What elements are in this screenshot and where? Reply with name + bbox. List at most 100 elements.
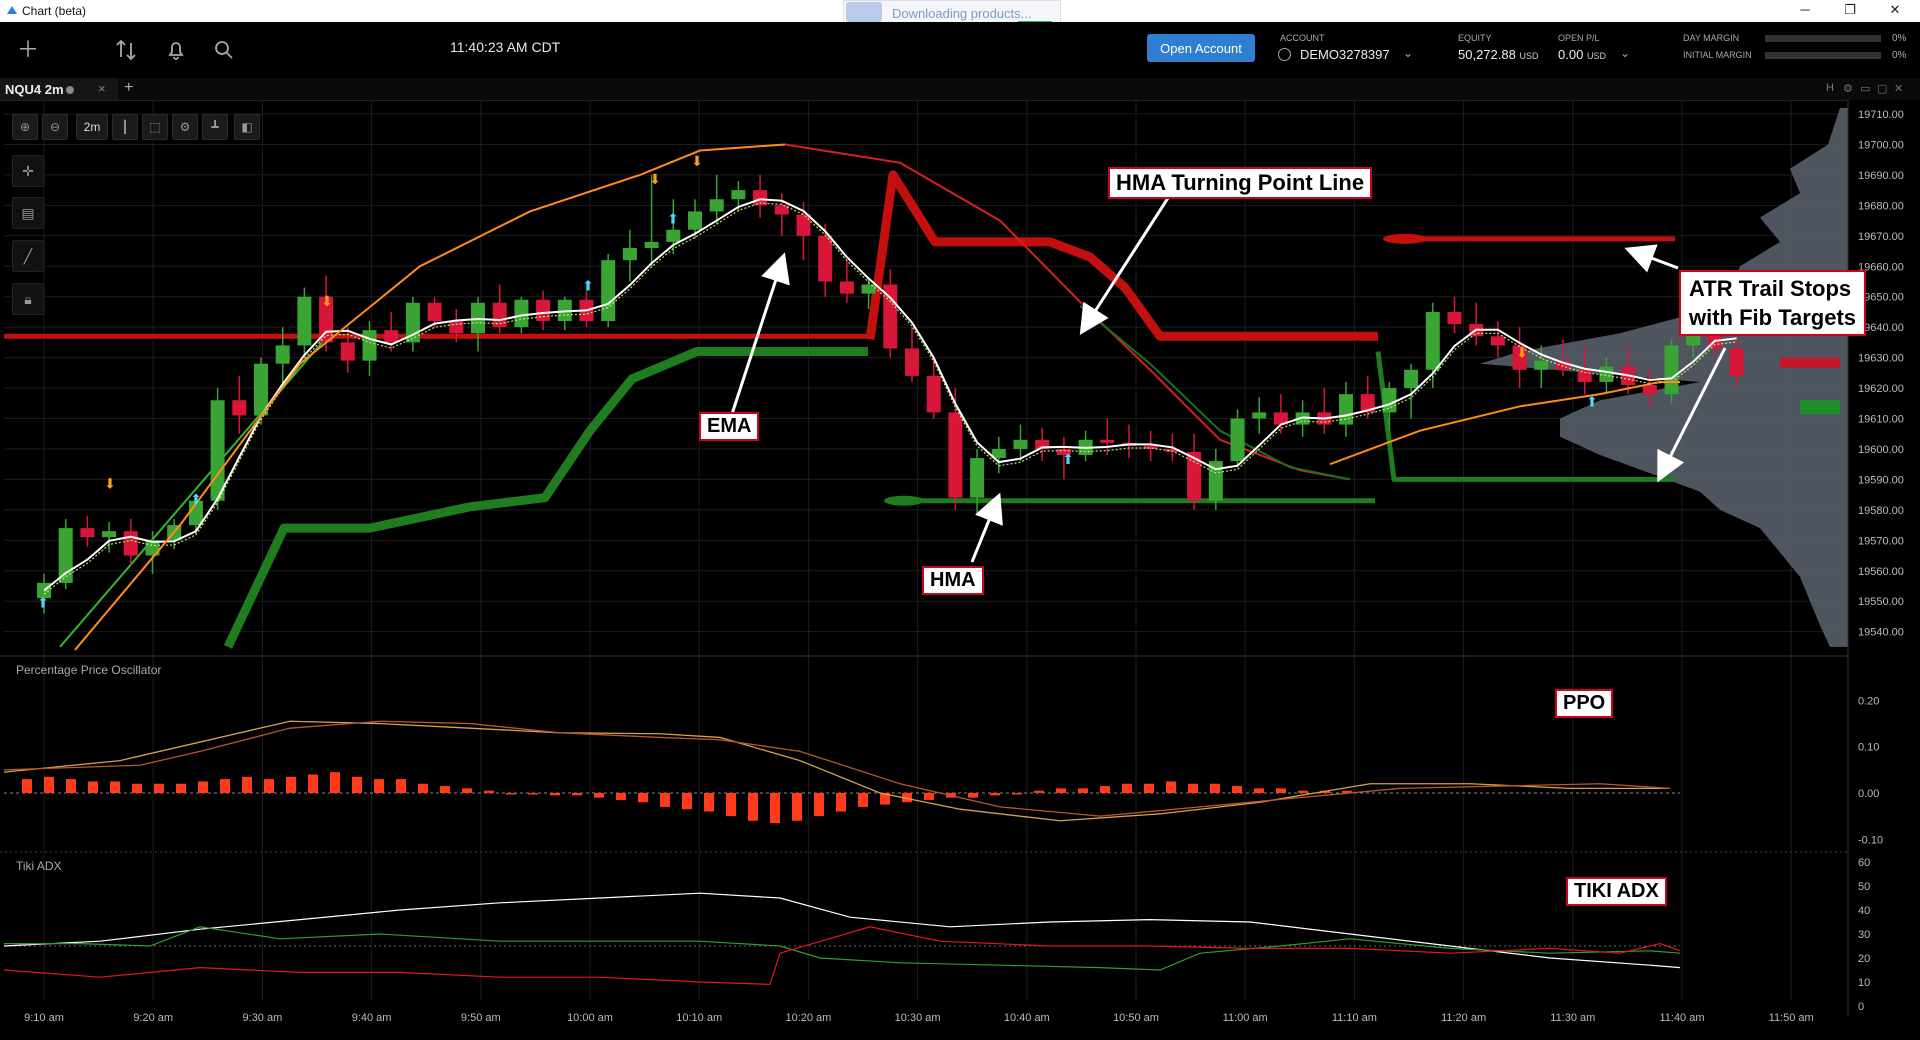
y-axis-tick-label: 19590.00 [1858, 474, 1904, 486]
zoom-out-icon[interactable]: ⊖ [42, 114, 68, 140]
candle-body [210, 400, 225, 501]
ppo-histogram-bar [154, 783, 164, 793]
ppo-histogram-bar [198, 781, 208, 793]
x-axis-tick-label: 11:00 am [1223, 1012, 1268, 1024]
notes-icon[interactable]: ▤ [12, 197, 44, 229]
adx-axis-tick-label: 20 [1858, 953, 1870, 965]
restore-icon[interactable]: ❐ [1844, 2, 1856, 17]
ppo-histogram-bar [418, 783, 428, 793]
account-value[interactable]: DEMO3278397 [1300, 47, 1390, 62]
add-icon[interactable]: ＋ [16, 37, 39, 62]
candle-body [471, 302, 485, 334]
open-account-button[interactable]: Open Account [1147, 34, 1255, 62]
indicator-lines [43, 143, 1737, 651]
y-axis-tick-label: 19540.00 [1858, 627, 1904, 639]
candle-body [362, 330, 377, 361]
close-window-icon[interactable]: ✕ [1889, 2, 1901, 17]
ppo-histogram-bar [1210, 783, 1220, 793]
sell-signal-icon: ⬇ [691, 153, 703, 169]
account-label: ACCOUNT [1280, 33, 1325, 43]
chart-area[interactable]: ⬆ ⬆ ⬆ ⬆ ⬆ ⬆ ⬇ ⬇ ⬇ ⬇ ⬇ 19710.00 19700.00 19690.00 1968… [0, 100, 1920, 1040]
settings-icon[interactable]: ⚙ [1843, 83, 1853, 95]
annotation-hma-turning-point: HMA Turning Point Line [1108, 167, 1373, 199]
x-axis-tick-label: 10:50 am [1113, 1012, 1159, 1024]
ppo-panel-title: Percentage Price Oscillator [16, 663, 161, 677]
adx-axis-tick-label: 10 [1858, 977, 1870, 989]
window-icon[interactable]: ▭ [1860, 83, 1871, 95]
candle-body [1339, 394, 1353, 425]
annotation-ema: EMA [699, 412, 760, 441]
adx-axis-tick-label: 60 [1858, 857, 1870, 869]
adx-axis-tick-label: 30 [1858, 929, 1870, 941]
candle-body [102, 531, 117, 538]
chart-grid [0, 100, 1850, 1000]
candle-body [601, 260, 616, 322]
candle-body [557, 299, 572, 322]
y-axis-tick-label: 19560.00 [1858, 566, 1904, 578]
y-axis-tick-label: 19580.00 [1858, 505, 1904, 517]
download-icon [846, 2, 882, 22]
annotation-arrow [730, 252, 790, 415]
status-dot [66, 86, 74, 94]
chevron-down-icon[interactable]: ⌄ [1403, 46, 1414, 60]
hide-icon[interactable]: H [1826, 82, 1834, 94]
window-title: Chart (beta) [22, 4, 87, 18]
axes: 19710.00 19700.00 19690.00 19680.00 19670.00… [24, 100, 1920, 1040]
tab-label: NQU4 2m [5, 82, 64, 97]
equity-value: 50,272.88 USD [1458, 47, 1539, 62]
maximize-icon[interactable]: ▢ [1877, 83, 1888, 95]
chevron-down-icon[interactable]: ⌄ [1620, 46, 1631, 60]
candle-body [666, 229, 681, 242]
candle-body [839, 281, 854, 294]
ppo-histogram-bar [1144, 783, 1154, 793]
candle-body [123, 531, 138, 556]
candle-body [232, 400, 247, 416]
candle-body [688, 211, 702, 230]
annotation-hma: HMA [922, 566, 984, 595]
crosshair-icon[interactable]: ✛ [12, 155, 44, 187]
y-axis-tick-label: 19550.00 [1858, 596, 1904, 608]
y-axis-background [1848, 100, 1920, 1040]
day-margin-label: DAY MARGIN [1683, 33, 1740, 43]
search-icon[interactable] [210, 36, 238, 64]
sell-signal-icon: ⬇ [1516, 345, 1528, 361]
add-tab-icon[interactable]: + [124, 79, 134, 96]
candle-body [1404, 369, 1419, 389]
draw-line-icon[interactable]: ╱ [12, 240, 44, 272]
close-tab-icon[interactable]: × [98, 81, 106, 96]
x-axis-tick-label: 11:50 am [1769, 1012, 1814, 1024]
candle-body [254, 363, 268, 416]
ppo-histogram-bar [792, 793, 802, 821]
ppo-histogram-bar [352, 776, 362, 793]
ppo-histogram-bar [242, 776, 252, 793]
annotation-arrow [1079, 197, 1170, 336]
minimize-icon[interactable]: ─ [1800, 2, 1810, 17]
layout-icon[interactable]: ◧ [234, 114, 260, 140]
atr-stop-red-2 [865, 170, 1378, 341]
candle-body [991, 448, 1006, 459]
openpl-value: 0.00 USD [1558, 47, 1606, 62]
candle-type-icon[interactable]: ┃ [112, 114, 138, 140]
tab-nqu4[interactable]: NQU4 2m × [0, 78, 118, 100]
ppo-axis-tick-label: 0.20 [1858, 695, 1879, 707]
interval-button[interactable]: 2m [76, 114, 108, 140]
indicators-icon[interactable]: ┻ [202, 114, 228, 140]
zoom-in-icon[interactable]: ⊕ [12, 114, 38, 140]
settings-icon[interactable]: ⚙ [172, 114, 198, 140]
sort-icon[interactable] [112, 36, 140, 64]
ppo-histogram-bar [572, 793, 582, 796]
buy-signal-icon: ⬆ [190, 491, 202, 507]
ppo-histogram-bar [264, 779, 274, 793]
candle-body [644, 241, 659, 248]
ppo-histogram-bar [1056, 788, 1066, 793]
y-axis-tick-label: 19710.00 [1858, 109, 1904, 121]
bell-icon[interactable] [162, 36, 190, 64]
close-pane-icon[interactable]: ✕ [1894, 83, 1904, 95]
selection-icon[interactable]: ⬚ [142, 114, 168, 140]
candle-body [926, 375, 941, 413]
lock-icon[interactable]: 🔒︎ [12, 283, 44, 315]
y-axis-tick-label: 19610.00 [1858, 414, 1904, 426]
ppo-histogram-bar [1078, 788, 1088, 793]
x-axis-tick-label: 9:10 am [24, 1012, 64, 1024]
candle-body [1143, 445, 1158, 449]
